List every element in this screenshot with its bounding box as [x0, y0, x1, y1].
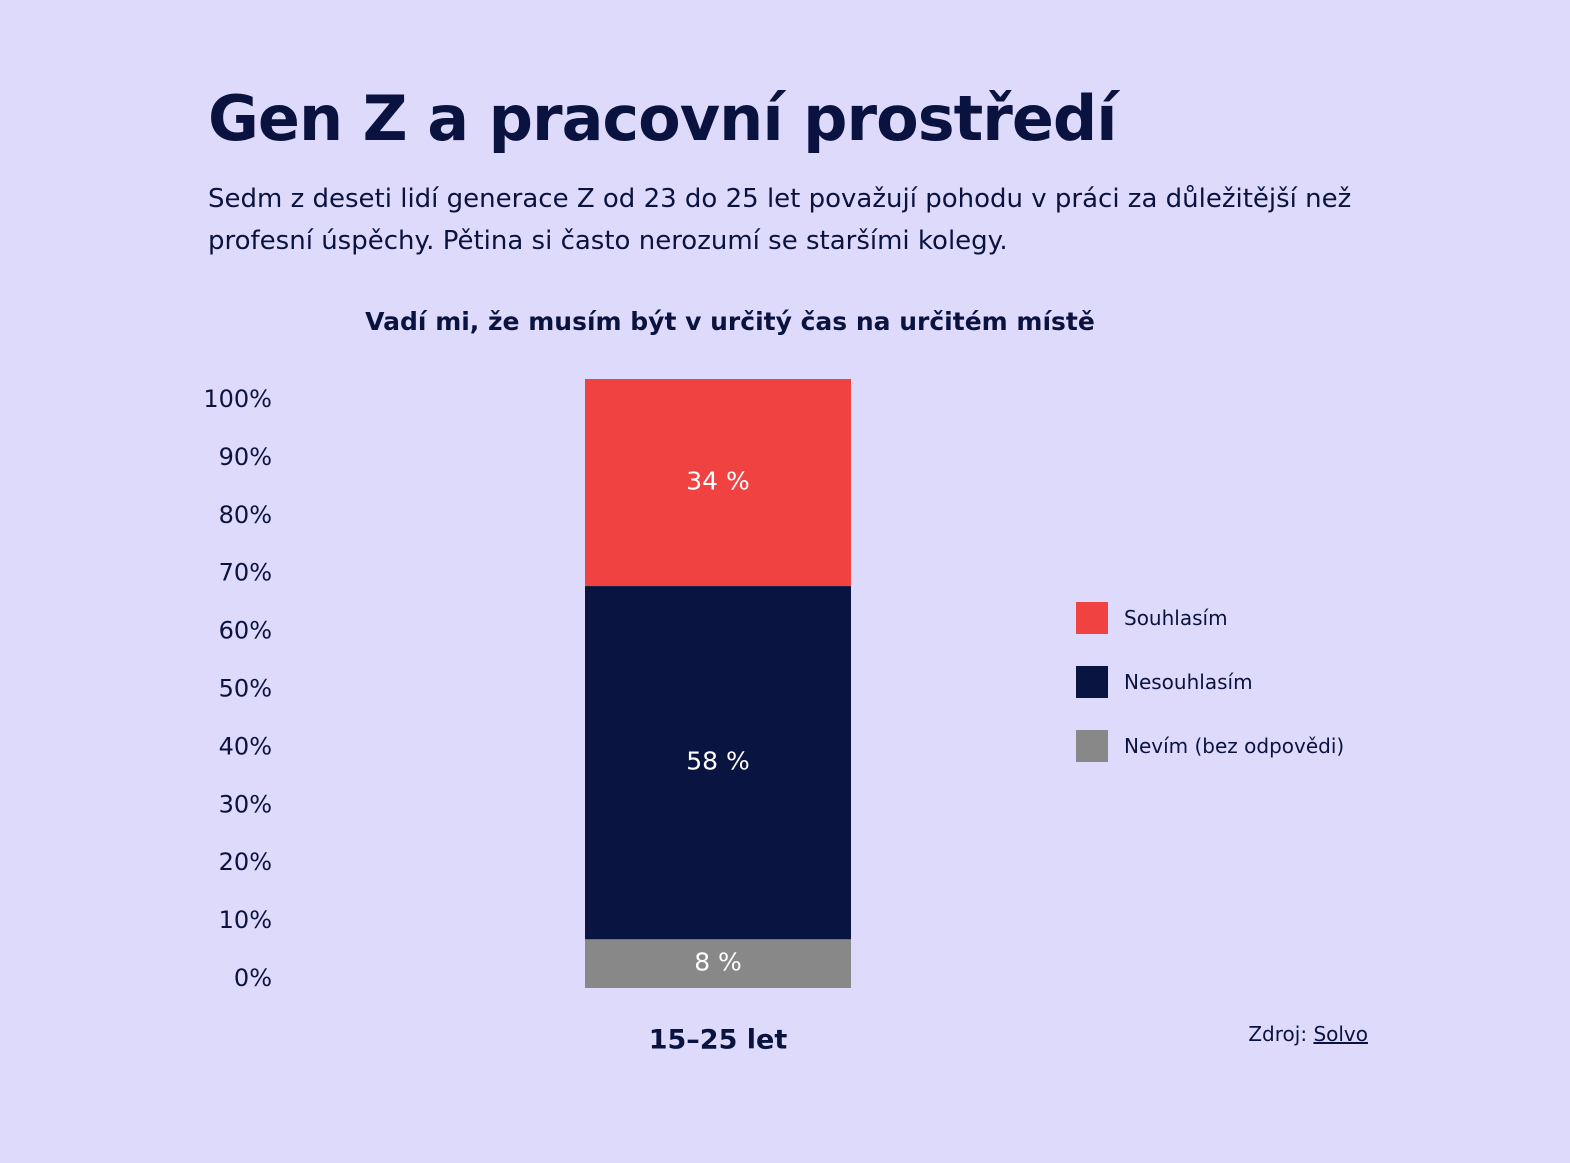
data-label: 8 % — [694, 948, 742, 977]
legend-item-agree: Souhlasím — [1076, 602, 1344, 634]
bar-stack: 8 % 58 % 34 % — [585, 379, 851, 988]
y-axis: 0% 10% 20% 30% 40% 50% 60% 70% 80% 90% 100% — [203, 385, 272, 992]
legend-item-disagree: Nesouhlasím — [1076, 666, 1344, 698]
y-tick-label: 20% — [219, 848, 272, 876]
page-title: Gen Z a pracovní prostředí — [208, 82, 1118, 155]
y-tick-label: 80% — [219, 501, 272, 529]
x-category-label: 15–25 let — [649, 1025, 788, 1056]
x-axis: 15–25 let — [649, 1025, 788, 1056]
data-label: 58 % — [686, 747, 750, 776]
legend-label-agree: Souhlasím — [1124, 606, 1228, 630]
bar-segment — [585, 939, 851, 988]
source-note: Zdroj: Solvo — [1248, 1022, 1368, 1046]
page-subtitle: Sedm z deseti lidí generace Z od 23 do 2… — [208, 184, 1352, 256]
y-tick-label: 0% — [234, 964, 272, 992]
chart-legend: Souhlasím Nesouhlasím Nevím (bez odpověd… — [1076, 602, 1344, 794]
legend-item-unknown: Nevím (bez odpovědi) — [1076, 730, 1344, 762]
y-tick-label: 90% — [219, 443, 272, 471]
bar-segment — [585, 586, 851, 940]
legend-label-unknown: Nevím (bez odpovědi) — [1124, 734, 1345, 758]
legend-swatch-disagree — [1076, 666, 1108, 698]
bar-segment — [585, 379, 851, 587]
chart-title: Vadí mi, že musím být v určitý čas na ur… — [365, 307, 1095, 336]
legend-swatch-agree — [1076, 602, 1108, 634]
source-prefix: Zdroj: — [1248, 1022, 1314, 1046]
y-tick-label: 40% — [219, 732, 272, 760]
y-tick-label: 60% — [219, 617, 272, 645]
data-label: 34 % — [686, 467, 750, 496]
y-tick-label: 70% — [219, 559, 272, 587]
source-link[interactable]: Solvo — [1313, 1022, 1368, 1046]
legend-swatch-unknown — [1076, 730, 1108, 762]
y-tick-label: 10% — [219, 906, 272, 934]
y-tick-label: 50% — [219, 675, 272, 703]
y-tick-label: 100% — [203, 385, 272, 413]
y-tick-label: 30% — [219, 790, 272, 818]
legend-label-disagree: Nesouhlasím — [1124, 670, 1253, 694]
